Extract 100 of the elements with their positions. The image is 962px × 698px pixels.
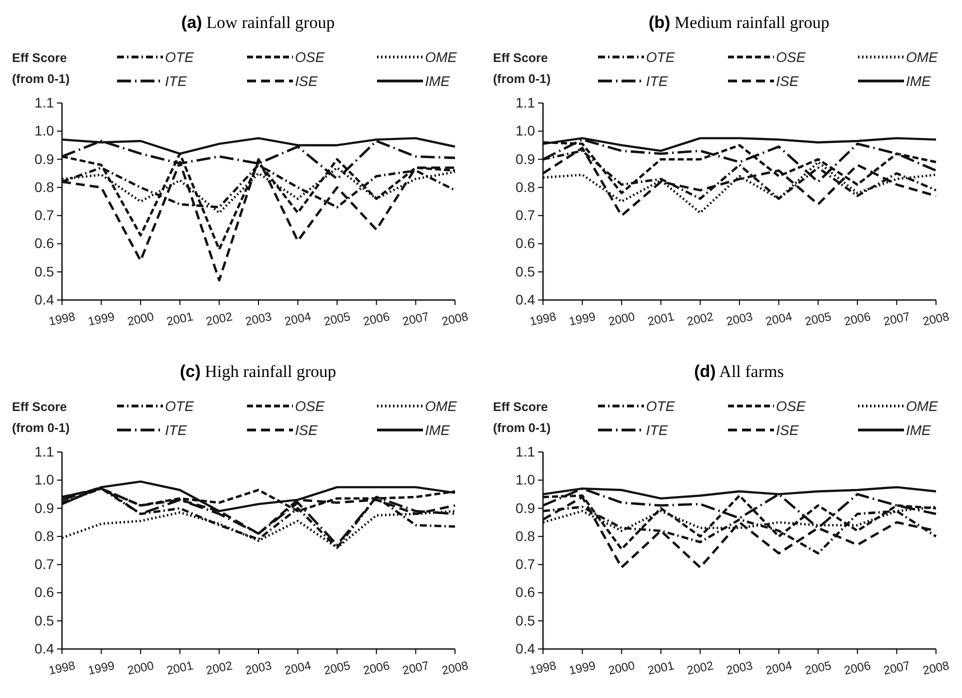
x-tick-label: 2001 [165, 309, 195, 329]
chart-title: (b) Medium rainfall group [648, 13, 830, 32]
x-tick-label: 2000 [126, 309, 156, 329]
y-tick-label: 1.0 [34, 122, 54, 139]
y-tick-label: 0.8 [34, 528, 54, 544]
x-tick-label: 2001 [165, 658, 195, 678]
y-tick-label: 0.4 [34, 640, 54, 656]
x-tick-label: 2007 [882, 658, 912, 678]
x-tick-label: 2000 [607, 658, 636, 678]
x-tick-label: 2007 [401, 658, 430, 678]
y-tick-label: 1.1 [516, 443, 536, 460]
x-tick-label: 2000 [126, 658, 156, 678]
legend-label: OME [906, 398, 939, 414]
x-tick-label: 1998 [47, 309, 77, 329]
x-tick-label: 2004 [283, 309, 313, 329]
x-tick-label: 2006 [362, 658, 392, 678]
x-tick-label: 2006 [362, 309, 392, 329]
x-tick-label: 2002 [686, 658, 715, 678]
x-tick-label: 1999 [86, 658, 116, 678]
y-tick-label: 0.8 [516, 178, 536, 195]
x-tick-label: 2006 [842, 309, 872, 329]
y-tick-label: 0.9 [34, 500, 54, 516]
y-tick-label: 0.5 [516, 612, 536, 628]
y-tick-label: 0.9 [516, 500, 536, 516]
legend-label: OTE [165, 398, 194, 414]
y-tick-label: 1.1 [516, 94, 536, 110]
legend-label: OME [425, 398, 458, 414]
x-tick-label: 2003 [724, 658, 754, 678]
x-tick-label: 2005 [322, 309, 352, 329]
x-tick-label: 1998 [47, 658, 77, 678]
x-tick-label: 2002 [204, 309, 234, 329]
x-tick-label: 2006 [842, 658, 872, 678]
x-tick-label: 2008 [921, 309, 951, 329]
y-axis-title: Eff Score (from 0-1) [12, 400, 70, 435]
y-tick-label: 1.0 [516, 122, 536, 139]
legend-label: IME [425, 422, 451, 438]
y-tick-label: 0.4 [516, 640, 536, 656]
y-axis-title: Eff Score (from 0-1) [493, 51, 551, 86]
x-tick-label: 1999 [568, 658, 598, 678]
y-tick-label: 0.4 [34, 291, 54, 308]
y-tick-label: 0.7 [516, 207, 536, 224]
y-tick-label: 0.6 [34, 235, 54, 252]
legend-label: OME [425, 49, 458, 65]
legend-label: ITE [646, 422, 668, 438]
y-tick-label: 0.7 [516, 556, 536, 572]
y-tick-label: 0.9 [34, 150, 54, 167]
x-tick-label: 2005 [322, 658, 352, 678]
chart-title: (a) Low rainfall group [181, 13, 335, 32]
y-tick-label: 1.0 [516, 472, 536, 488]
legend-label: OSE [295, 398, 326, 414]
y-tick-label: 0.9 [516, 150, 536, 167]
y-tick-label: 0.7 [34, 207, 54, 224]
x-tick-label: 2005 [804, 309, 833, 329]
legend-label: IME [906, 73, 932, 89]
x-tick-label: 2008 [921, 658, 951, 678]
legend-label: ITE [165, 422, 188, 438]
y-axis-title: Eff Score (from 0-1) [493, 400, 551, 435]
y-tick-label: 0.4 [516, 291, 536, 308]
legend-label: OTE [646, 49, 676, 65]
legend-label: ITE [165, 73, 188, 89]
y-tick-label: 1.1 [34, 94, 54, 110]
x-tick-label: 1999 [86, 309, 116, 329]
x-tick-label: 2008 [440, 658, 470, 678]
x-tick-label: 2002 [204, 658, 234, 678]
x-tick-label: 2004 [283, 658, 313, 678]
y-tick-label: 1.0 [34, 472, 54, 488]
legend-label: OSE [776, 398, 806, 414]
y-axis-title: Eff Score (from 0-1) [12, 51, 70, 86]
y-tick-label: 0.5 [516, 263, 536, 280]
legend-label: ISE [295, 73, 318, 89]
y-tick-label: 0.7 [34, 556, 54, 572]
legend-label: OME [906, 49, 939, 65]
x-tick-label: 2003 [724, 309, 754, 329]
x-tick-label: 2001 [646, 309, 676, 329]
x-tick-label: 1998 [528, 309, 558, 329]
chart-title: (c) High rainfall group [180, 362, 336, 381]
x-tick-label: 2002 [686, 309, 715, 329]
y-tick-label: 0.5 [34, 263, 54, 280]
x-tick-label: 2005 [804, 658, 833, 678]
legend-label: OTE [165, 49, 194, 65]
y-tick-label: 0.6 [34, 584, 54, 600]
y-tick-label: 0.6 [516, 584, 536, 600]
x-tick-label: 2004 [764, 309, 794, 329]
x-tick-label: 2003 [244, 309, 274, 329]
y-tick-label: 0.6 [516, 235, 536, 252]
legend-label: IME [425, 73, 451, 89]
legend-label: OTE [646, 398, 676, 414]
legend-label: ISE [776, 73, 800, 89]
legend-label: ISE [776, 422, 800, 438]
x-tick-label: 1998 [528, 658, 558, 678]
legend-label: OSE [776, 49, 806, 65]
y-tick-label: 0.8 [516, 528, 536, 544]
y-tick-label: 1.1 [34, 443, 54, 460]
x-tick-label: 2004 [764, 658, 794, 678]
x-tick-label: 2001 [646, 658, 676, 678]
x-tick-label: 2007 [401, 309, 430, 329]
y-tick-label: 0.5 [34, 612, 54, 628]
legend-label: ITE [646, 73, 668, 89]
legend-label: OSE [295, 49, 326, 65]
x-tick-label: 1999 [568, 309, 598, 329]
